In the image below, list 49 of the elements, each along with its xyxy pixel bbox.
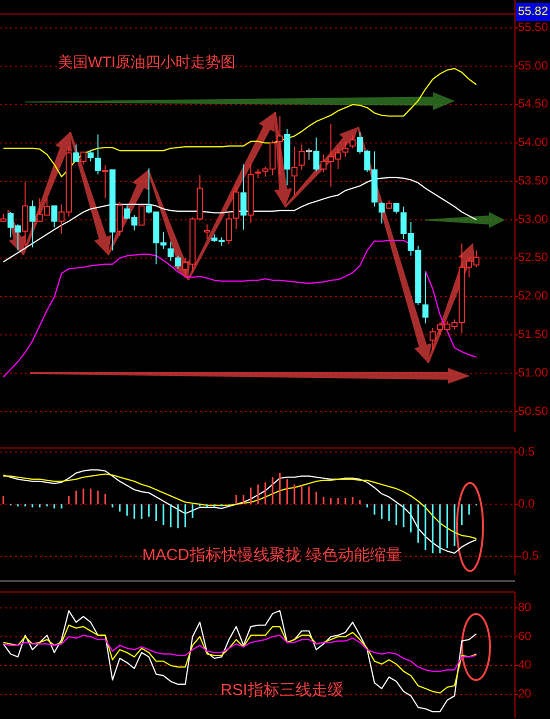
line-series [2, 634, 477, 672]
y-tick-label: 0.5 [518, 444, 536, 458]
y-tick-label: 40 [518, 658, 532, 672]
candlestick [102, 164, 108, 199]
y-tick-label: 54.50 [518, 96, 548, 111]
y-tick-label: -0.5 [518, 548, 540, 563]
candlestick [350, 134, 356, 149]
annotation: MACD指标快慢线聚拢 绿色动能缩量 [142, 546, 402, 564]
text: 55.82 [518, 4, 548, 18]
candlestick [174, 255, 182, 270]
line-series [2, 176, 477, 263]
y-tick-label: 53.50 [518, 173, 548, 188]
annotation: RSI指标三线走缓 [220, 681, 344, 700]
candlestick [88, 149, 94, 162]
y-tick-label: 51.50 [518, 327, 548, 341]
candlestick [276, 116, 283, 176]
y-tick-label: 50.50 [518, 404, 548, 418]
candlestick [342, 140, 348, 158]
candlestick [138, 204, 145, 226]
candlestick [29, 200, 36, 248]
candlestick [94, 134, 101, 175]
y-tick-label: 55.50 [518, 20, 548, 34]
candlestick [204, 224, 210, 240]
candlestick [378, 202, 385, 224]
y-tick-label: 0.0 [518, 496, 536, 510]
candlestick [80, 152, 86, 165]
y-tick-label: 52.00 [518, 288, 548, 303]
line-series [2, 68, 477, 178]
line-series [2, 610, 477, 712]
y-tick-label: 80 [518, 600, 532, 614]
candlestick [291, 146, 298, 196]
line-series [2, 473, 477, 540]
candlestick [168, 241, 174, 262]
candlestick [226, 212, 232, 245]
candlestick [240, 164, 247, 230]
y-tick-label: 20 [518, 686, 532, 701]
y-tick-label: 55.00 [518, 58, 548, 72]
candlestick [393, 203, 400, 214]
y-tick-label: 60 [518, 628, 532, 643]
text: 美国WTI原油四小时走势图 [58, 54, 236, 71]
candlestick [422, 272, 428, 324]
y-tick-label: 53.00 [518, 212, 548, 226]
candlestick [73, 144, 80, 162]
candlestick [430, 327, 436, 351]
y-tick-label: 51.00 [518, 365, 548, 380]
candlestick [313, 137, 320, 172]
y-tick-label: 52.50 [518, 250, 548, 264]
y-tick-label: 54.00 [518, 135, 548, 150]
candlestick [51, 205, 58, 228]
